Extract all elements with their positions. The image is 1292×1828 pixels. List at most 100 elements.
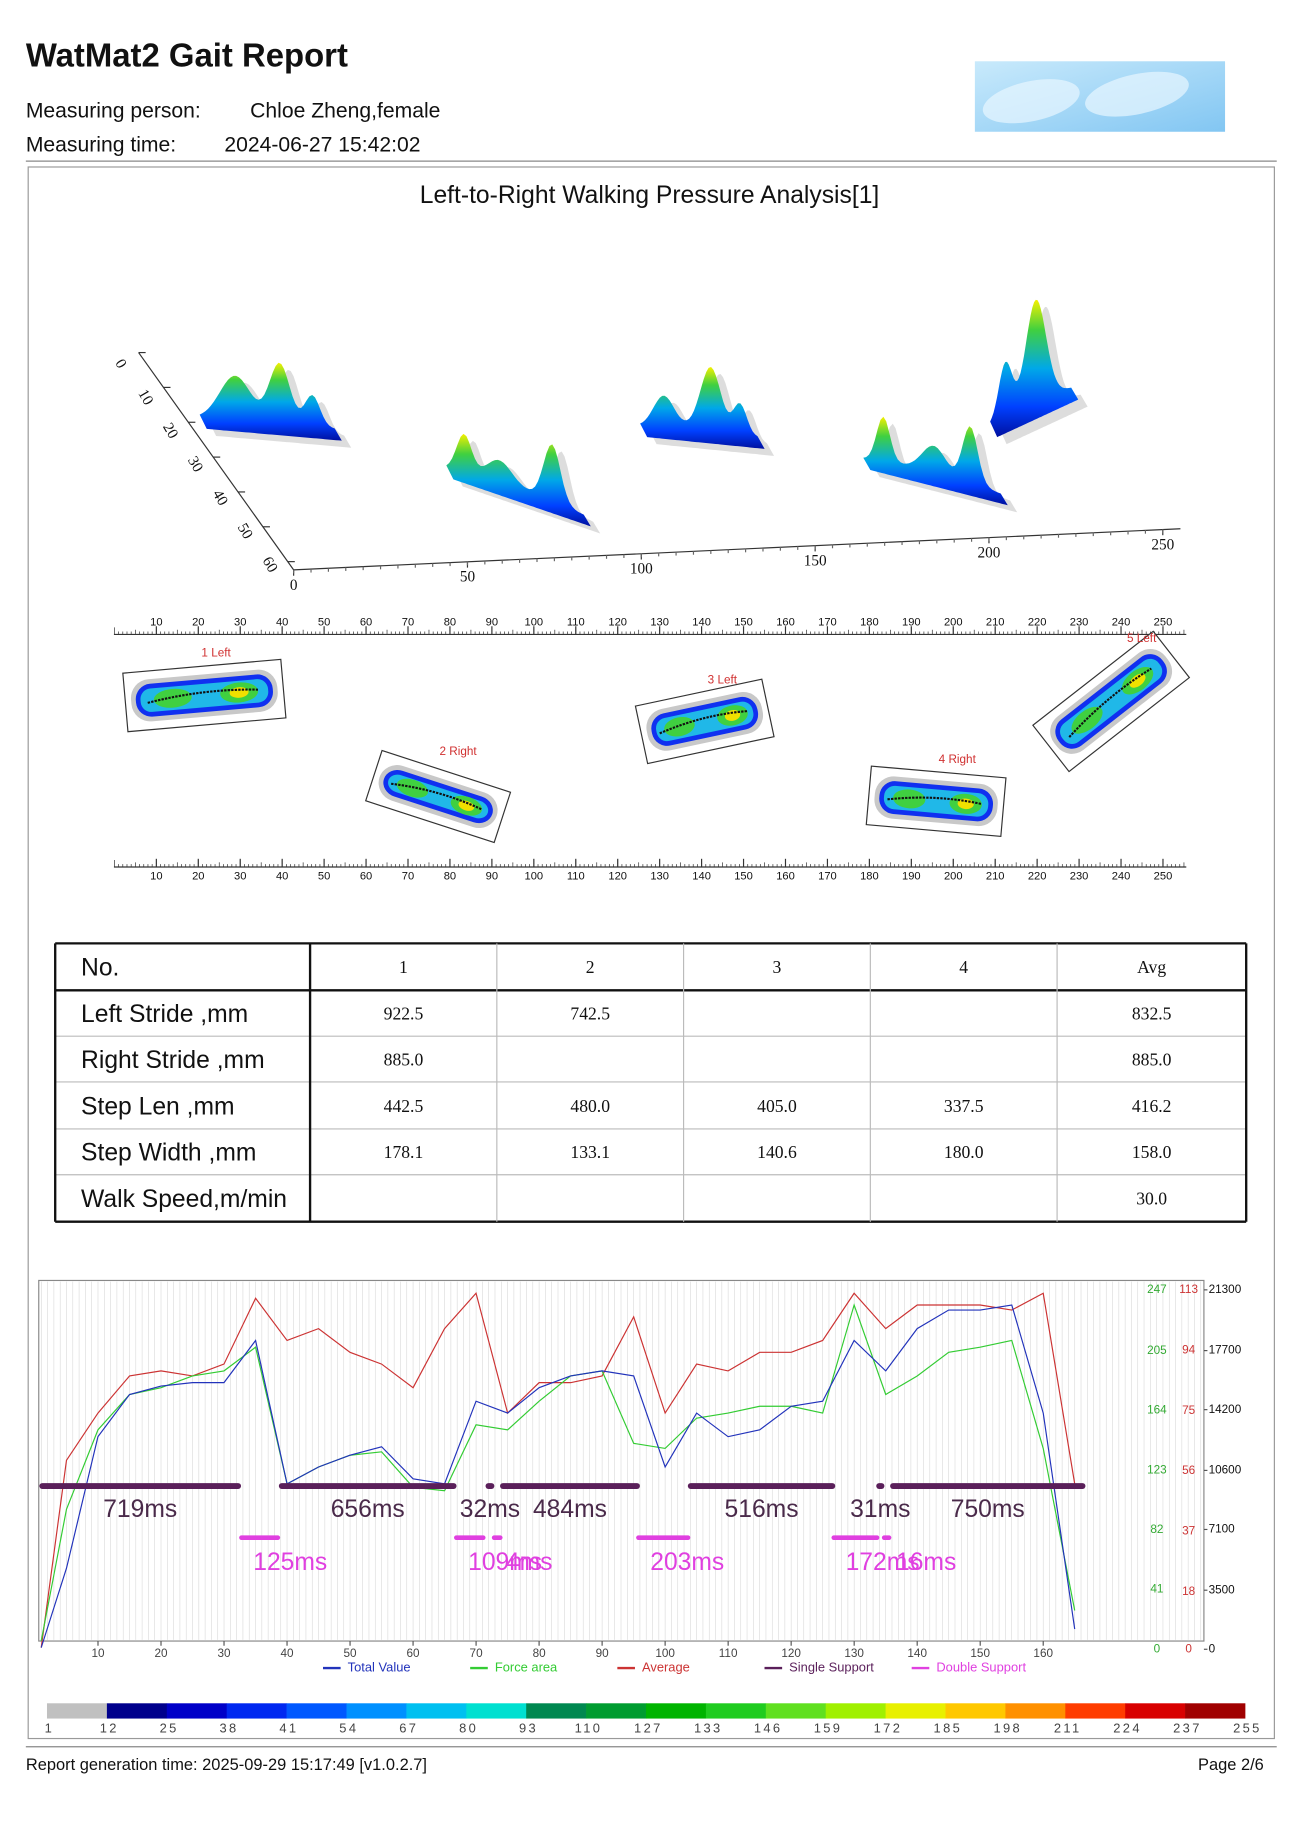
- support-bar: [687, 1483, 836, 1489]
- ruler-tick-label: 60: [360, 617, 372, 629]
- y-tick-label: 3500: [1209, 1583, 1236, 1596]
- ruler-tick-label: 130: [650, 870, 669, 882]
- x-tick-label: 150: [970, 1647, 990, 1660]
- footprint-label: 1 Left: [201, 646, 231, 659]
- colorbar-tick-label: 67: [399, 1721, 418, 1736]
- ruler-tick-label: 110: [567, 870, 585, 882]
- footprint-label: 2 Right: [439, 745, 477, 758]
- colorbar-tick-label: 159: [814, 1721, 843, 1736]
- table-cell: 133.1: [570, 1142, 610, 1162]
- ruler-tick-label: 20: [192, 870, 204, 882]
- colorbar-tick-label: 25: [160, 1721, 179, 1736]
- pressure-surface: [199, 362, 342, 441]
- legend-label: Total Value: [348, 1659, 411, 1674]
- table-cell: 30.0: [1136, 1189, 1167, 1209]
- ruler-tick-label: 240: [1112, 870, 1131, 882]
- ruler-tick-label: 210: [986, 617, 1005, 629]
- ruler-tick-label: 120: [608, 617, 627, 629]
- depth-axis: [138, 352, 295, 571]
- ruler-tick-label: 30: [234, 617, 246, 629]
- length-tick-label: 0: [290, 577, 298, 594]
- y-tick-label: 10600: [1209, 1463, 1242, 1476]
- support-bar: [881, 1535, 892, 1541]
- y2-tick-label: 247: [1147, 1283, 1167, 1296]
- ruler-tick-label: 180: [860, 617, 879, 629]
- ruler-tick-label: 150: [734, 617, 753, 629]
- depth-tick-label: 10: [134, 386, 157, 408]
- pressure-surface: [990, 299, 1079, 438]
- table-cell: 1: [399, 957, 408, 977]
- colorbar-swatch: [346, 1703, 407, 1719]
- colorbar-tick-label: 198: [993, 1721, 1022, 1736]
- row-label: Left Stride ,mm: [81, 1001, 248, 1028]
- x-tick-label: 10: [91, 1647, 105, 1660]
- ruler-tick-label: 120: [608, 870, 627, 882]
- support-label: 125ms: [253, 1549, 327, 1576]
- footprint-cop: [147, 688, 258, 704]
- y3-tick-label: 37: [1182, 1525, 1195, 1538]
- person-label: Measuring person:: [26, 99, 201, 122]
- ruler-tick-label: 160: [776, 617, 795, 629]
- row-label: Step Width ,mm: [81, 1140, 256, 1167]
- x-tick-label: 100: [655, 1647, 675, 1660]
- colorbar-swatch: [46, 1703, 108, 1719]
- colorbar-swatch: [286, 1703, 347, 1719]
- colorbar-tick-label: 93: [519, 1721, 538, 1736]
- ruler-tick-label: 20: [192, 617, 204, 629]
- table-cell: 178.1: [384, 1142, 424, 1162]
- depth-tick-label: 40: [209, 487, 232, 509]
- colorbar-tick-label: 211: [1054, 1721, 1082, 1736]
- colorbar-tick-label: 237: [1173, 1721, 1202, 1736]
- colorbar-swatch: [765, 1703, 827, 1719]
- ruler-tick-label: 240: [1112, 617, 1131, 629]
- generation-time: Report generation time: 2025-09-29 15:17…: [26, 1756, 427, 1774]
- length-tick-label: 100: [630, 561, 653, 578]
- depth-tick-label: 60: [259, 554, 282, 576]
- colorbar-swatch: [466, 1703, 527, 1719]
- pressure-surface: [863, 416, 1008, 506]
- pressure-surface: [446, 433, 591, 527]
- length-tick-label: 200: [978, 544, 1001, 561]
- colorbar-swatch: [1005, 1703, 1066, 1719]
- person: Chloe Zheng,female: [250, 99, 440, 122]
- ruler-tick-label: 70: [402, 870, 414, 882]
- x-tick-label: 110: [719, 1647, 738, 1660]
- footprint-green: [893, 789, 926, 809]
- colorbar-swatch: [166, 1703, 228, 1719]
- row-label: Walk Speed,m/min: [81, 1186, 287, 1213]
- x-tick-label: 140: [907, 1647, 927, 1660]
- support-bar: [491, 1535, 503, 1541]
- footprint-cop: [887, 796, 983, 806]
- y-tick-label: 14200: [1209, 1403, 1242, 1416]
- colorbar-tick-label: 146: [754, 1721, 783, 1736]
- x-tick-label: 120: [781, 1647, 801, 1660]
- footprint-cop: [659, 710, 748, 735]
- table-cell: 140.6: [757, 1142, 797, 1162]
- ruler-tick-label: 250: [1154, 870, 1173, 882]
- support-bar: [500, 1483, 640, 1489]
- support-label: 32ms: [460, 1496, 520, 1523]
- ruler-tick-label: 180: [860, 870, 879, 882]
- colorbar-tick-label: 80: [459, 1721, 478, 1736]
- ruler-tick-label: 80: [444, 617, 456, 629]
- footprint-label: 3 Left: [708, 673, 738, 686]
- colorbar-swatch: [526, 1703, 587, 1719]
- ruler-tick-label: 100: [525, 870, 544, 882]
- support-bar: [890, 1483, 1086, 1489]
- x-tick-label: 60: [407, 1647, 421, 1660]
- support-label: 31ms: [850, 1496, 910, 1523]
- support-label: 656ms: [331, 1496, 405, 1523]
- y2-tick-label: 0: [1154, 1642, 1161, 1655]
- series-line: [40, 1292, 1076, 1648]
- support-bar: [636, 1535, 691, 1541]
- x-tick-label: 80: [533, 1647, 547, 1660]
- ruler-tick-label: 160: [776, 870, 795, 882]
- footprint: [1032, 630, 1191, 773]
- ruler-tick-label: 90: [486, 870, 498, 882]
- colorbar-swatch: [586, 1703, 647, 1719]
- support-bar: [39, 1483, 242, 1489]
- y-tick-label: 7100: [1209, 1523, 1236, 1536]
- ruler-tick-label: 210: [986, 870, 1005, 882]
- colorbar-tick-label: 172: [874, 1721, 903, 1736]
